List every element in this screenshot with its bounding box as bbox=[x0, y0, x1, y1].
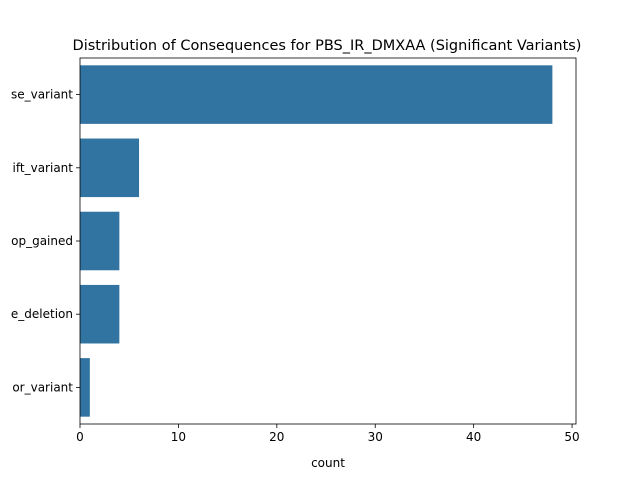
bar-3 bbox=[80, 284, 120, 344]
x-tick-label-1: 10 bbox=[171, 430, 186, 444]
bar-0 bbox=[80, 65, 553, 124]
y-tick-label-1: ift_variant bbox=[13, 161, 74, 175]
x-tick-label-4: 40 bbox=[466, 430, 481, 444]
ticks-layer: se_variant ift_variant op_gained e_deletion… bbox=[11, 88, 580, 444]
x-tick-label-0: 0 bbox=[76, 430, 84, 444]
y-tick-label-2: op_gained bbox=[11, 234, 73, 248]
x-tick-label-3: 30 bbox=[368, 430, 383, 444]
x-tick-label-5: 50 bbox=[564, 430, 579, 444]
y-tick-label-0: se_variant bbox=[11, 88, 73, 102]
chart-title: Distribution of Consequences for PBS_IR_… bbox=[73, 38, 582, 54]
bar-2 bbox=[80, 211, 120, 271]
x-axis-label: count bbox=[311, 456, 345, 470]
bar-1 bbox=[80, 138, 140, 198]
y-tick-label-3: e_deletion bbox=[11, 307, 73, 321]
bar-4 bbox=[80, 358, 90, 417]
y-tick-label-4: or_variant bbox=[12, 380, 73, 394]
x-tick-label-2: 20 bbox=[269, 430, 284, 444]
bars-layer bbox=[80, 65, 553, 417]
